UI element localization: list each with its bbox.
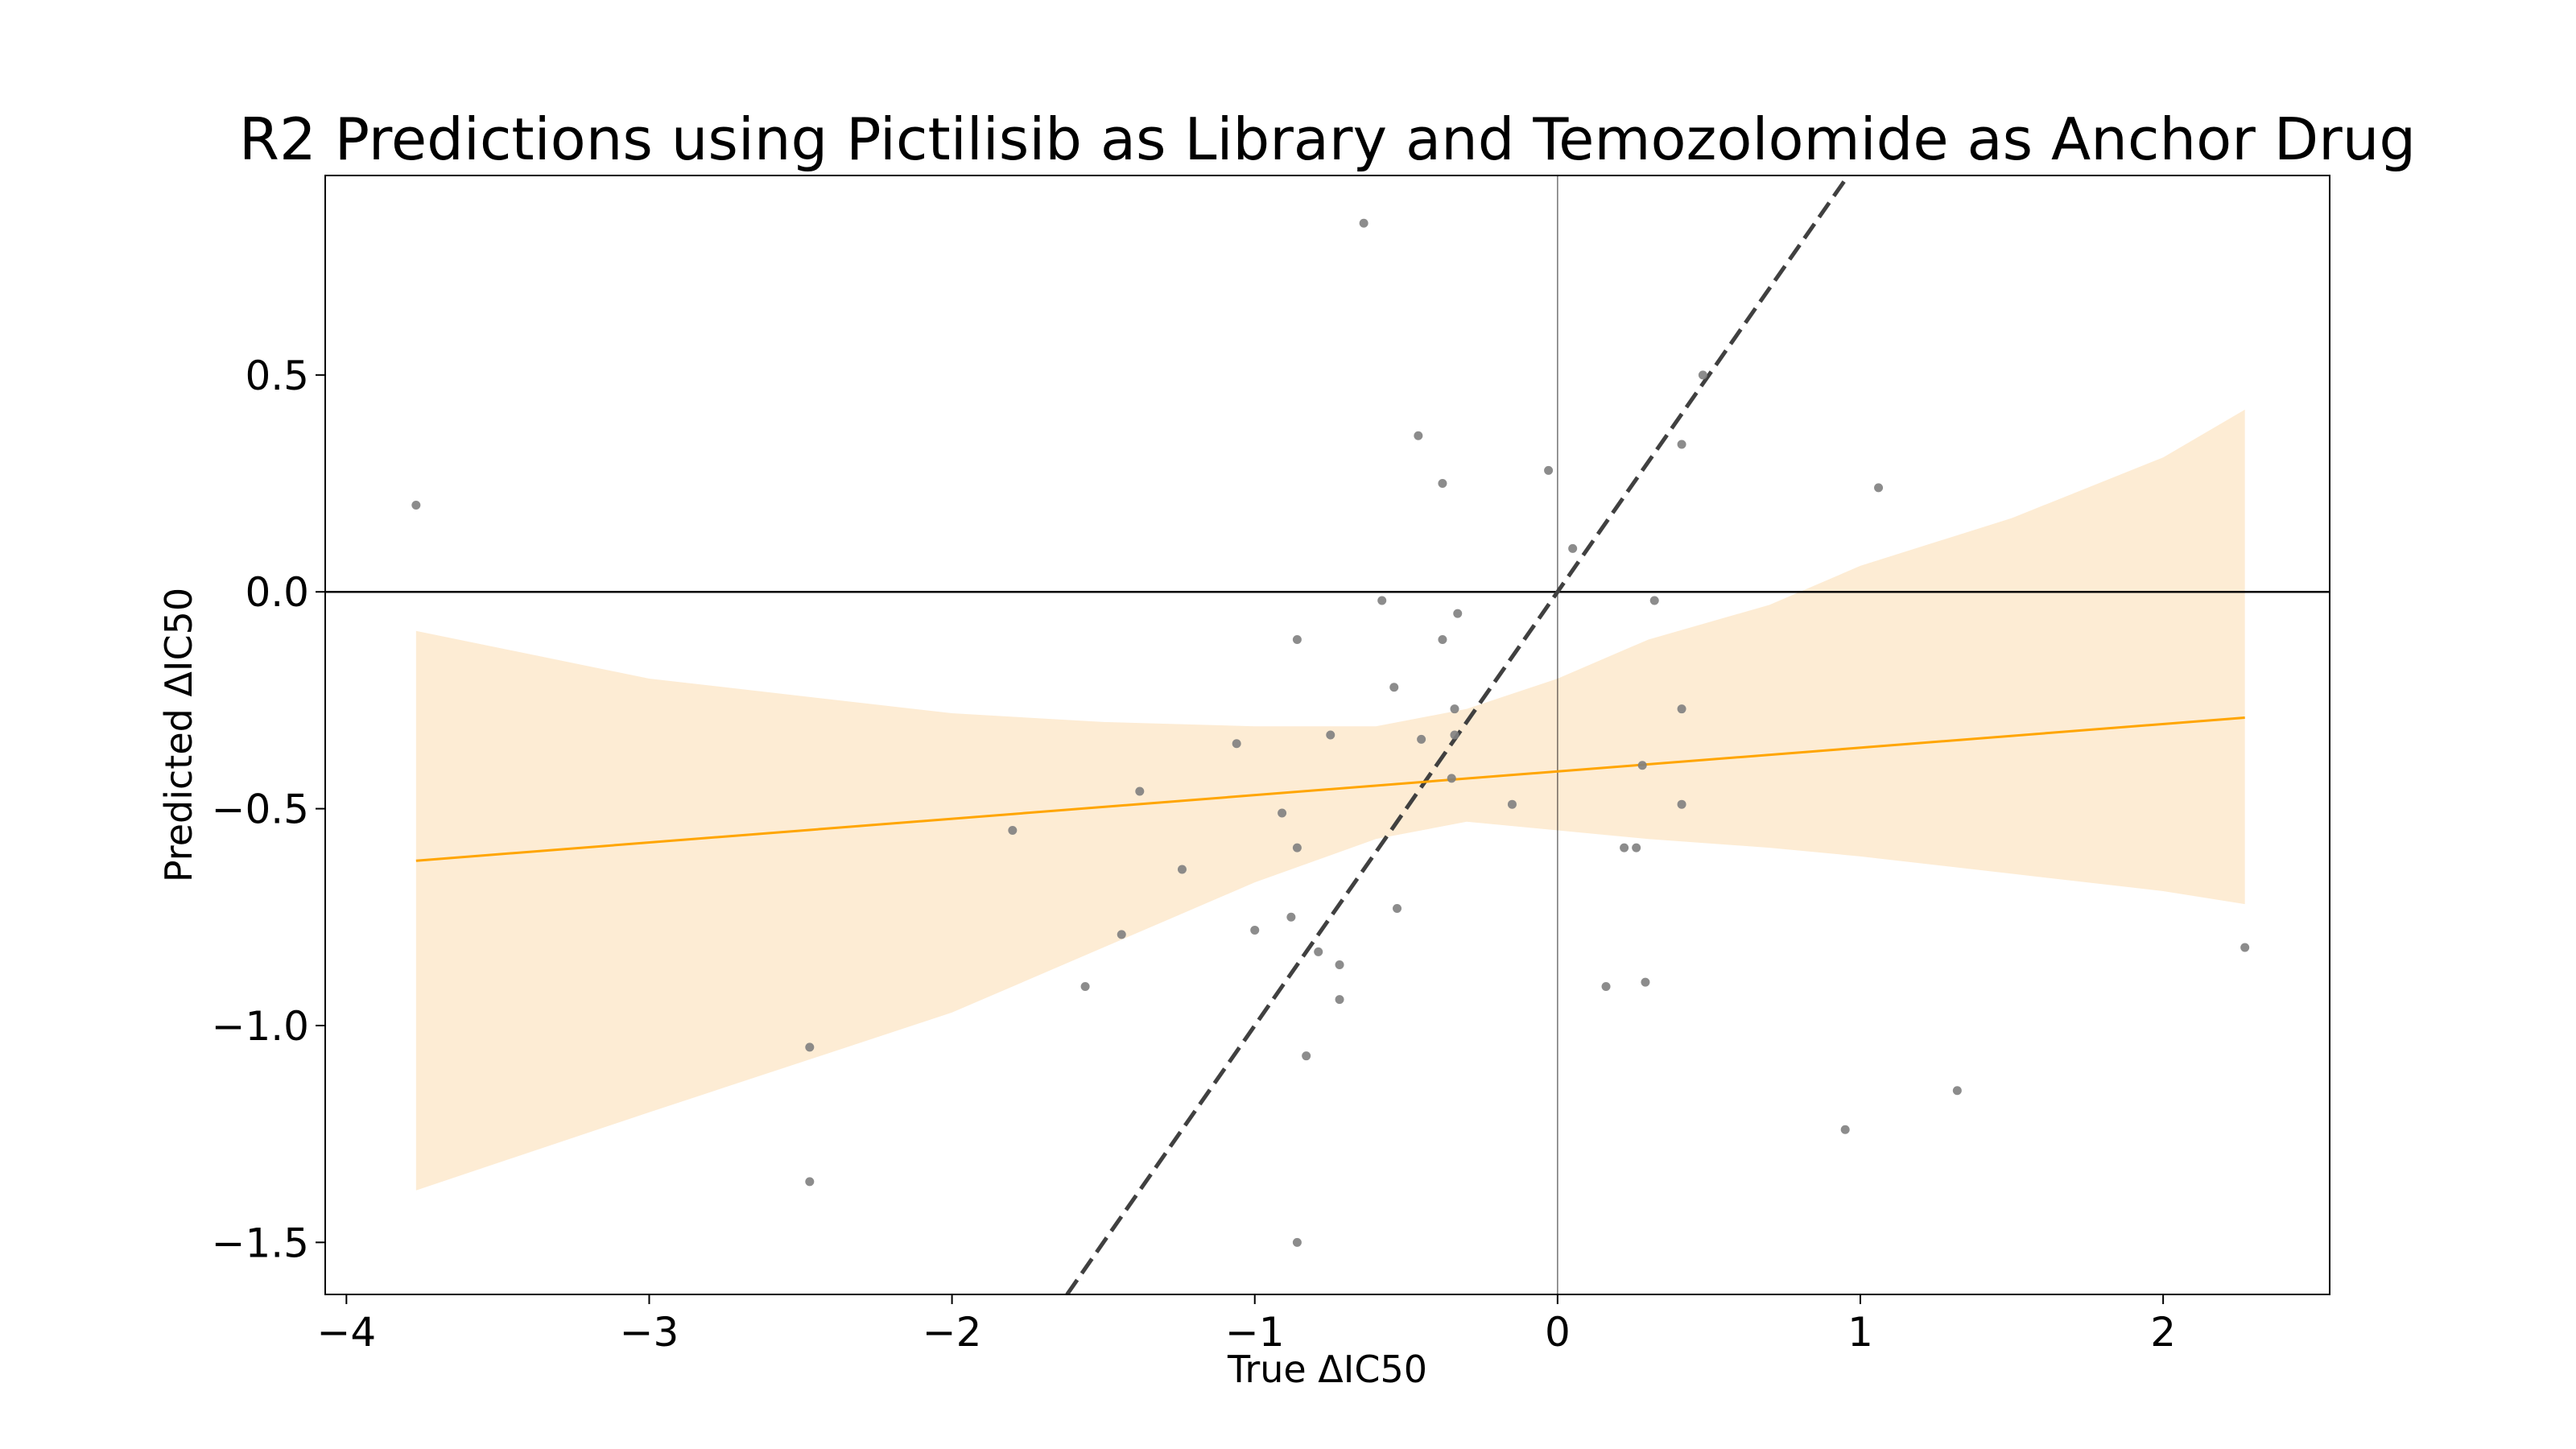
- data-point: [1117, 930, 1126, 939]
- data-point: [1632, 843, 1641, 852]
- data-point: [1544, 465, 1554, 475]
- data-point: [1326, 730, 1335, 740]
- data-point: [1335, 995, 1344, 1005]
- data-point: [805, 1042, 815, 1052]
- data-point: [1292, 1237, 1302, 1247]
- data-point: [1453, 609, 1463, 618]
- y-tick-label: −0.5: [212, 786, 309, 833]
- data-points: [411, 218, 2250, 1247]
- y-tick-label: 0.5: [245, 353, 309, 399]
- y-tick-label: −1.5: [212, 1220, 309, 1266]
- data-point: [1414, 431, 1423, 440]
- x-axis: −4 −3 −2 −1 0 1 2: [316, 1294, 2176, 1356]
- data-point: [2240, 943, 2250, 952]
- data-point: [1080, 981, 1090, 991]
- data-point: [1568, 543, 1578, 553]
- data-point: [411, 500, 421, 510]
- data-point: [1677, 440, 1686, 449]
- data-point: [1507, 799, 1517, 809]
- confidence-band: [415, 409, 2245, 1191]
- data-point: [1377, 596, 1387, 605]
- data-point: [1250, 925, 1260, 935]
- x-axis-label: True ΔIC50: [1227, 1348, 1427, 1391]
- x-tick-label: −2: [923, 1309, 982, 1356]
- data-point: [1177, 865, 1187, 874]
- data-point: [1302, 1051, 1311, 1061]
- x-tick-label: 1: [1847, 1309, 1873, 1356]
- data-point: [1677, 704, 1686, 714]
- data-point: [1840, 1125, 1850, 1134]
- x-tick-label: 2: [2150, 1309, 2176, 1356]
- data-point: [1008, 826, 1018, 836]
- y-tick-label: 0.0: [245, 569, 309, 616]
- x-tick-label: −1: [1225, 1309, 1285, 1356]
- data-point: [805, 1177, 815, 1187]
- data-point: [1314, 947, 1323, 956]
- identity-line: [1065, 175, 1851, 1294]
- data-point: [1232, 739, 1241, 749]
- data-point: [1389, 683, 1399, 692]
- data-point: [1677, 799, 1686, 809]
- data-point: [1135, 786, 1145, 796]
- x-tick-label: −3: [620, 1309, 679, 1356]
- data-point: [1698, 370, 1707, 380]
- y-axis-label: Predicted ΔIC50: [157, 588, 200, 882]
- data-point: [1641, 977, 1650, 987]
- y-axis: 0.5 0.0 −0.5 −1.0 −1.5: [212, 353, 325, 1266]
- data-point: [1447, 774, 1456, 783]
- data-point: [1359, 218, 1368, 228]
- regression-line: [415, 716, 2245, 862]
- data-point: [1393, 904, 1402, 914]
- data-point: [1874, 483, 1884, 493]
- x-tick-label: 0: [1545, 1309, 1571, 1356]
- data-point: [1286, 912, 1296, 922]
- data-point: [1438, 634, 1447, 644]
- x-tick-label: −4: [316, 1309, 376, 1356]
- data-point: [1292, 843, 1302, 852]
- data-point: [1438, 479, 1447, 489]
- y-tick-label: −1.0: [212, 1003, 309, 1050]
- data-point: [1952, 1086, 1962, 1096]
- plot-frame: [324, 175, 2330, 1295]
- data-point: [1601, 981, 1611, 991]
- data-point: [1450, 704, 1459, 714]
- data-point: [1450, 730, 1459, 740]
- data-point: [1417, 734, 1426, 744]
- data-point: [1649, 596, 1659, 605]
- data-point: [1620, 843, 1629, 852]
- chart-title: R2 Predictions using Pictilisib as Libra…: [239, 105, 2416, 173]
- data-point: [1278, 808, 1287, 818]
- data-point: [1292, 634, 1302, 644]
- data-point: [1637, 761, 1647, 770]
- data-point: [1335, 960, 1344, 970]
